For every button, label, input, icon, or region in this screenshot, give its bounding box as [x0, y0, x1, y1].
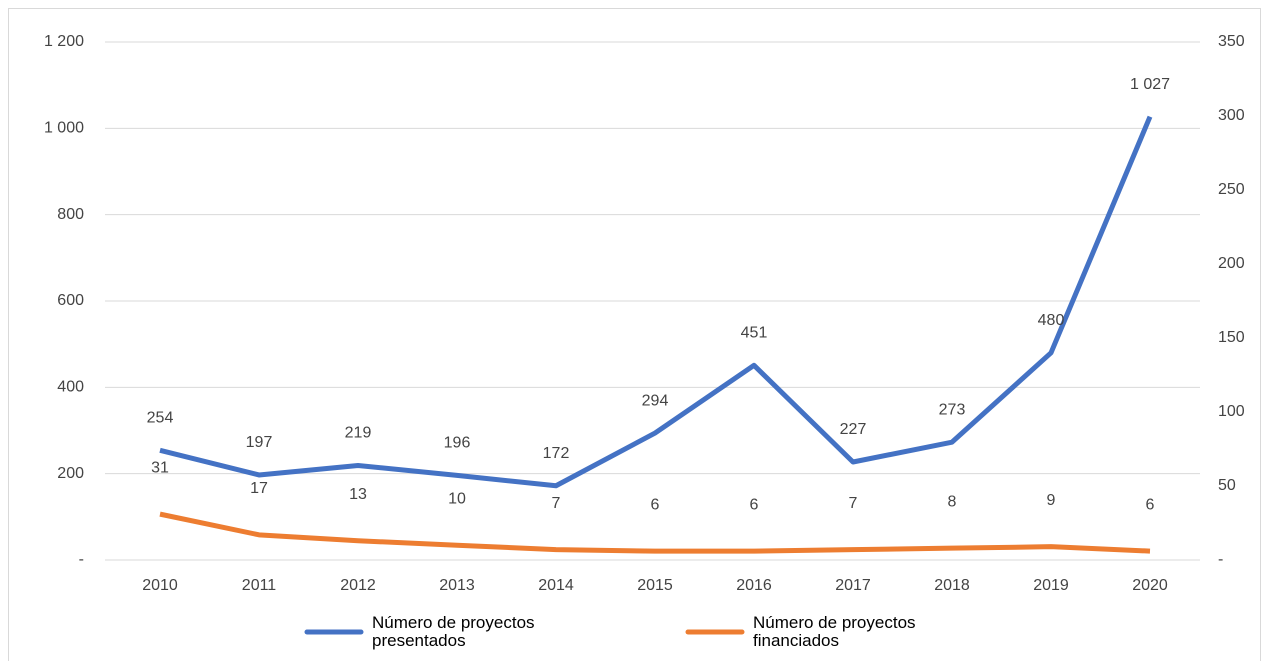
y2-tick-label: 300	[1218, 107, 1245, 124]
y-tick-label: 1 200	[44, 33, 84, 50]
y2-tick-label: 200	[1218, 255, 1245, 272]
data-label: 480	[1038, 312, 1065, 329]
legend-label: Número de proyectos presentados	[372, 613, 535, 650]
y2-tick-label: 250	[1218, 181, 1245, 198]
y2-tick-label: 50	[1218, 477, 1236, 494]
data-label: 451	[741, 325, 768, 342]
data-label: 13	[349, 486, 367, 503]
chart-frame	[8, 8, 1261, 661]
x-tick-label: 2013	[439, 577, 475, 594]
data-label: 1 027	[1130, 76, 1170, 93]
y2-tick-label: 350	[1218, 33, 1245, 50]
data-label: 219	[345, 425, 372, 442]
data-label: 227	[840, 421, 867, 438]
series-line	[159, 511, 1151, 554]
x-tick-label: 2019	[1033, 577, 1069, 594]
data-label: 7	[849, 495, 858, 512]
data-label: 7	[552, 495, 561, 512]
x-tick-label: 2015	[637, 577, 673, 594]
y-tick-label: 200	[57, 465, 84, 482]
y2-tick-label: 150	[1218, 329, 1245, 346]
data-label: 273	[939, 401, 966, 418]
y-tick-label: 400	[57, 379, 84, 396]
x-tick-label: 2011	[242, 577, 277, 594]
data-label: 6	[651, 496, 660, 513]
y2-tick-label: 100	[1218, 403, 1245, 420]
data-label: 172	[543, 445, 570, 462]
y2-tick-label: -	[1218, 551, 1223, 568]
x-tick-label: 2010	[142, 577, 178, 594]
x-tick-label: 2017	[835, 577, 871, 594]
data-label: 10	[448, 490, 466, 507]
series-line	[159, 115, 1153, 489]
x-tick-label: 2014	[538, 577, 574, 594]
x-tick-label: 2016	[736, 577, 772, 594]
data-label: 254	[147, 410, 174, 427]
data-label: 31	[151, 459, 169, 476]
x-tick-label: 2018	[934, 577, 970, 594]
y-tick-label: 600	[57, 292, 84, 309]
data-label: 17	[250, 480, 268, 497]
data-label: 197	[246, 434, 273, 451]
data-label: 6	[1146, 496, 1155, 513]
data-label: 294	[642, 392, 669, 409]
legend-label: Número de proyectos financiados	[753, 613, 916, 650]
data-label: 196	[444, 435, 471, 452]
data-label: 8	[948, 493, 957, 510]
data-label: 9	[1047, 492, 1056, 509]
data-label: 6	[750, 496, 759, 513]
x-tick-label: 2012	[340, 577, 376, 594]
y-tick-label: 800	[57, 206, 84, 223]
y-tick-label: 1 000	[44, 120, 84, 137]
x-tick-label: 2020	[1132, 577, 1168, 594]
y-tick-label: -	[79, 551, 84, 568]
